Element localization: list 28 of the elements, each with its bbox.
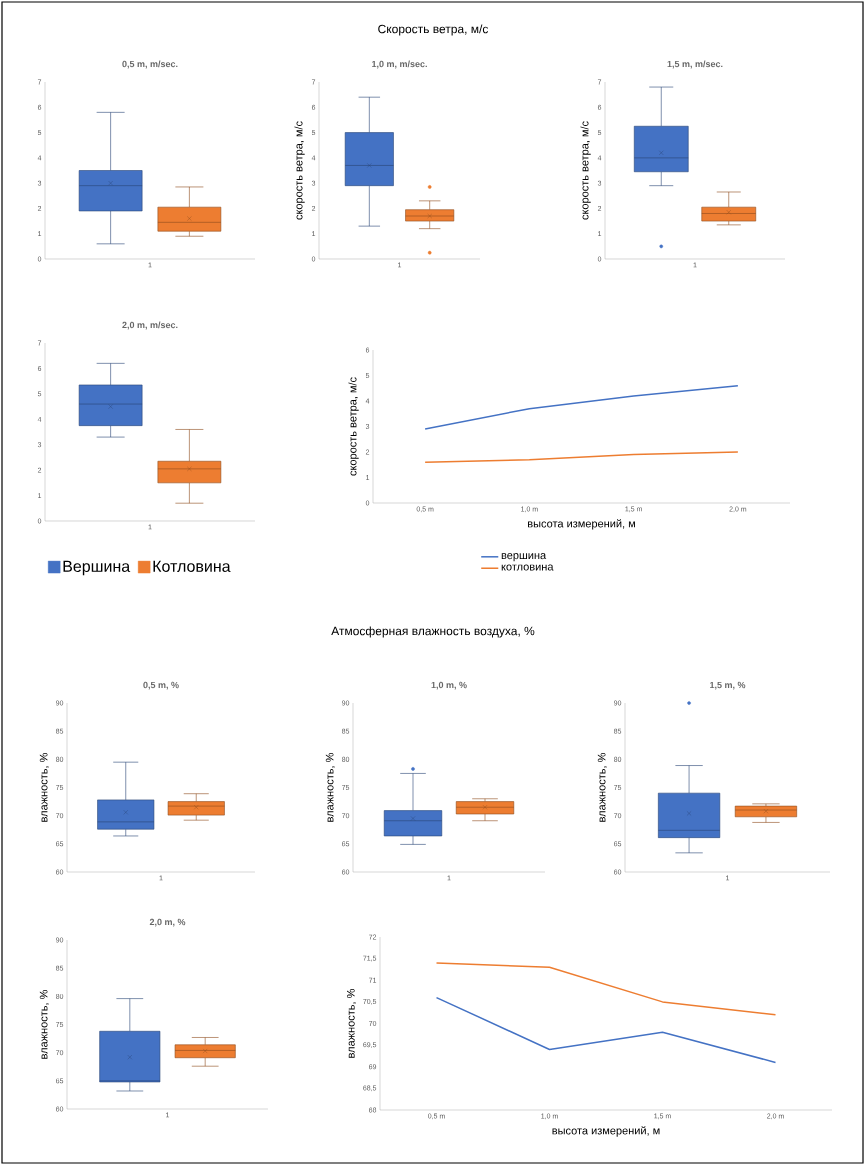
y-axis-title: скорость ветра, м/с: [348, 377, 359, 476]
line-series: [435, 962, 777, 1016]
x-axis-title: высота измерений, м: [552, 1126, 660, 1137]
chart-title: 1,5 m, m/sec.: [667, 60, 723, 69]
line-series: [435, 996, 777, 1064]
legend-label: Котловина: [153, 560, 231, 572]
chart-title: 2,0 m, m/sec.: [122, 321, 178, 330]
line-series: [424, 451, 739, 463]
text: Скорость ветра, м/с: [378, 24, 489, 36]
chart-title: 1,5 m, %: [710, 681, 746, 690]
legend-label: Вершина: [63, 560, 131, 576]
legend-label: вершина: [501, 553, 547, 562]
y-axis-title: скорость ветра, м/с: [294, 121, 305, 220]
chart-title: 1,0 m, %: [431, 681, 467, 690]
y-axis-title: влажность, %: [597, 753, 607, 822]
legend-label: котловина: [501, 564, 554, 571]
y-axis-title: влажность, %: [39, 990, 49, 1059]
x-axis-title: высота измерений, м: [528, 519, 635, 530]
y-axis-title: влажность, %: [346, 989, 356, 1058]
line-series: [424, 384, 739, 430]
chart-title: 1,0 m, m/sec.: [372, 60, 427, 69]
y-axis-title: влажность, %: [39, 753, 49, 822]
y-axis-title: влажность, %: [325, 753, 335, 822]
chart-title: 2,0 m, %: [149, 918, 186, 927]
y-axis-title: скорость ветра, м/с: [580, 121, 591, 220]
text: Атмосферная влажность воздуха, %: [331, 626, 535, 638]
chart-title: 0,5 m, %: [143, 681, 179, 690]
chart-title: 0,5 m, m/sec.: [122, 60, 178, 69]
